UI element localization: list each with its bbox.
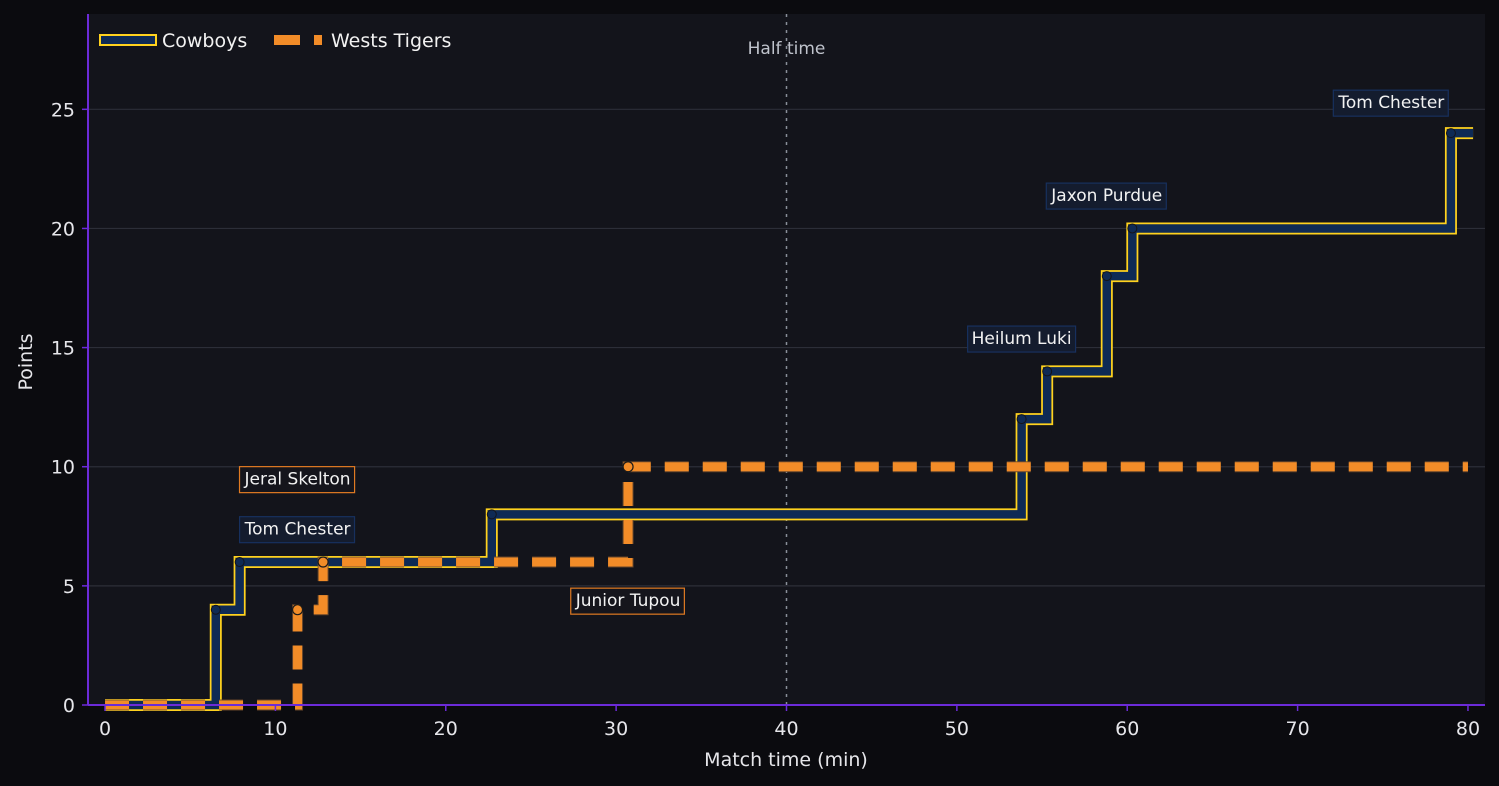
x-axis-ticks: 0 10 20 30 40 50 60 70 80	[99, 705, 1480, 740]
cowboys-line	[105, 128, 1474, 710]
halftime-marker: Half time	[748, 14, 826, 705]
y-tick-label: 15	[51, 338, 75, 360]
y-tick-label: 0	[63, 695, 75, 717]
annotation-label: Junior Tupou	[575, 591, 681, 611]
cowboys-score-point	[1101, 271, 1112, 282]
cowboys-score-point	[1042, 366, 1053, 377]
halftime-label: Half time	[748, 39, 826, 59]
cowboys-score-point	[1445, 128, 1456, 139]
legend-swatch-cowboys	[99, 34, 157, 46]
annotation-box	[1045, 182, 1167, 210]
series-layer	[105, 127, 1474, 711]
annotation-box	[238, 516, 356, 544]
cowboys-score-point	[1127, 223, 1138, 234]
x-tick-label: 50	[945, 718, 969, 740]
annotation-box	[238, 466, 356, 494]
legend-label-wests-tigers: Wests Tigers	[331, 30, 451, 52]
cowboys-score-point	[486, 509, 497, 520]
x-tick-label: 70	[1286, 718, 1310, 740]
annotation-label: Tom Chester	[244, 520, 351, 540]
scorer-annotation: Heilum Luki	[967, 325, 1077, 353]
scorer-annotation: Tom Chester	[1332, 89, 1449, 117]
scorer-annotation: Junior Tupou	[570, 587, 685, 615]
annotation-box	[570, 587, 685, 615]
y-axis-title: Points	[15, 333, 37, 390]
annotations: Jeral Skelton Tom Chester Junior Tupou Heil…	[238, 89, 1449, 615]
annotation-label: Heilum Luki	[972, 329, 1072, 349]
annotation-label: Tom Chester	[1337, 93, 1444, 113]
x-axis-title: Match time (min)	[704, 749, 868, 771]
legend: Cowboys Wests Tigers	[99, 30, 451, 52]
annotation-label: Jeral Skelton	[244, 470, 351, 490]
annotation-label: Jaxon Purdue	[1050, 186, 1162, 206]
wests-tigers-score-point	[291, 604, 304, 616]
y-tick-label: 25	[51, 99, 75, 121]
cowboys-score-point	[1016, 414, 1027, 425]
annotation-box	[1332, 89, 1449, 117]
x-tick-label: 60	[1115, 718, 1139, 740]
x-tick-label: 80	[1456, 718, 1480, 740]
x-tick-label: 20	[434, 718, 458, 740]
x-tick-label: 10	[263, 718, 287, 740]
y-tick-label: 20	[51, 218, 75, 240]
legend-item-cowboys: Cowboys	[99, 30, 247, 52]
scorer-annotation: Tom Chester	[238, 516, 356, 544]
legend-label-cowboys: Cowboys	[162, 30, 247, 52]
y-axis-ticks: 0 5 10 15 20 25	[51, 99, 88, 717]
scorer-annotation: Jeral Skelton	[238, 466, 356, 494]
x-tick-label: 0	[99, 718, 111, 740]
legend-item-wests-tigers: Wests Tigers	[274, 30, 451, 52]
cowboys-score-point	[234, 557, 245, 568]
wests-tigers-line	[105, 462, 1468, 710]
y-tick-label: 5	[63, 576, 75, 598]
y-tick-label: 10	[51, 457, 75, 479]
annotation-box	[967, 325, 1077, 353]
wests-tigers-score-point	[317, 556, 329, 568]
scorer-annotation: Jaxon Purdue	[1045, 182, 1167, 210]
x-tick-label: 40	[774, 718, 798, 740]
cowboys-score-point	[210, 604, 221, 615]
wests-tigers-score-point	[622, 461, 634, 473]
x-tick-label: 30	[604, 718, 628, 740]
